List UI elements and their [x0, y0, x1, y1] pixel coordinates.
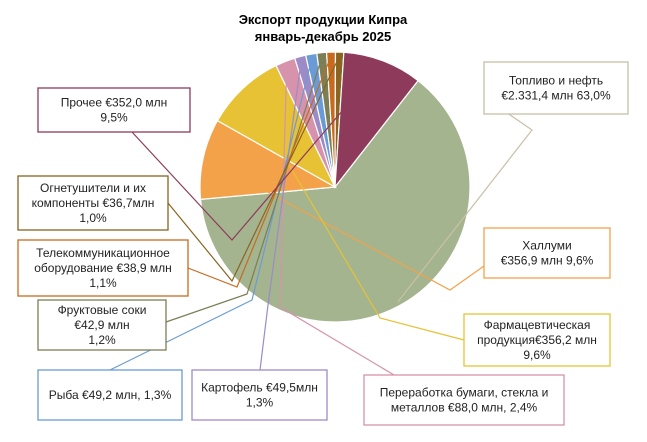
slice-label-9-line-3: 1,0% — [79, 211, 107, 225]
leader-line-5 — [259, 60, 302, 371]
label-box-7 — [37, 299, 167, 351]
slice-label-10-line-1: Прочее €352,0 млн — [61, 96, 168, 110]
chart-subtitle: январь-декабрь 2025 — [255, 29, 391, 44]
slice-label-5-line-1: Картофель €49,5млн — [201, 381, 318, 395]
leader-line-3 — [244, 91, 465, 341]
slice-labels: Топливо и нефть€2.331,4 млн 63,0% Халлуми… — [17, 61, 629, 426]
label-box-9 — [17, 175, 169, 231]
pie-slices — [199, 51, 471, 323]
chart-title: Экспорт продукции Кипра — [239, 12, 408, 27]
slice-label-7-line-1: Фруктовые соки — [58, 303, 147, 317]
slice-label-4-line-2: металлов €88,0 млн, 2,4% — [391, 401, 538, 415]
slice-label-9-line-1: Огнетушители и их — [40, 181, 146, 195]
leader-line-9 — [167, 55, 341, 283]
slice-label-8-line-3: 1,1% — [89, 276, 117, 290]
pie-slice-3 — [216, 64, 337, 189]
label-box-10 — [37, 87, 191, 133]
slice-label-6-line-1: Рыба €49,2 млн, 1,3% — [49, 388, 172, 402]
slice-label-3-line-2: продукция€356,2 млн — [477, 333, 597, 347]
leader-line-8 — [187, 55, 332, 288]
pie-slice-1 — [199, 79, 471, 323]
slice-label-7-line-3: 1,2% — [88, 333, 116, 347]
leader-lines — [109, 55, 533, 376]
slice-label-4-line-1: Переработка бумаги, стекла и — [380, 386, 549, 400]
leader-line-7 — [165, 56, 323, 323]
leader-line-2 — [206, 159, 485, 291]
slice-label-10-line-2: 9,5% — [100, 111, 128, 125]
label-box-4 — [363, 374, 565, 426]
slice-label-8-line-1: Телекоммуникационное — [36, 246, 170, 260]
label-box-3 — [463, 313, 611, 367]
slice-label-9-line-2: компоненты €36,7млн — [32, 196, 155, 210]
slice-label-3-line-1: Фармацевтическая — [484, 318, 591, 332]
leader-line-4 — [279, 65, 395, 376]
label-box-6 — [37, 369, 183, 421]
leader-line-10 — [131, 64, 383, 241]
slice-label-5-line-2: 1,3% — [246, 396, 274, 410]
label-box-2 — [483, 227, 611, 279]
slice-label-2-line-2: €356,9 млн 9,6% — [501, 254, 594, 268]
slice-label-7-line-2: €42,9 млн — [74, 318, 129, 332]
slice-label-3-line-3: 9,6% — [523, 348, 551, 362]
pie-slice-10 — [334, 51, 419, 189]
label-box-5 — [191, 369, 328, 421]
slice-label-2-line-1: Халлуми — [522, 239, 572, 253]
slice-label-1-line-2: €2.331,4 млн 63,0% — [501, 89, 611, 103]
label-box-8 — [17, 239, 189, 297]
slice-label-8-line-2: оборудование €38,9 млн — [34, 261, 172, 275]
slice-label-1-line-1: Топливо и нефть — [509, 74, 603, 88]
label-box-1 — [483, 61, 629, 115]
pie-slice-2 — [199, 119, 337, 201]
